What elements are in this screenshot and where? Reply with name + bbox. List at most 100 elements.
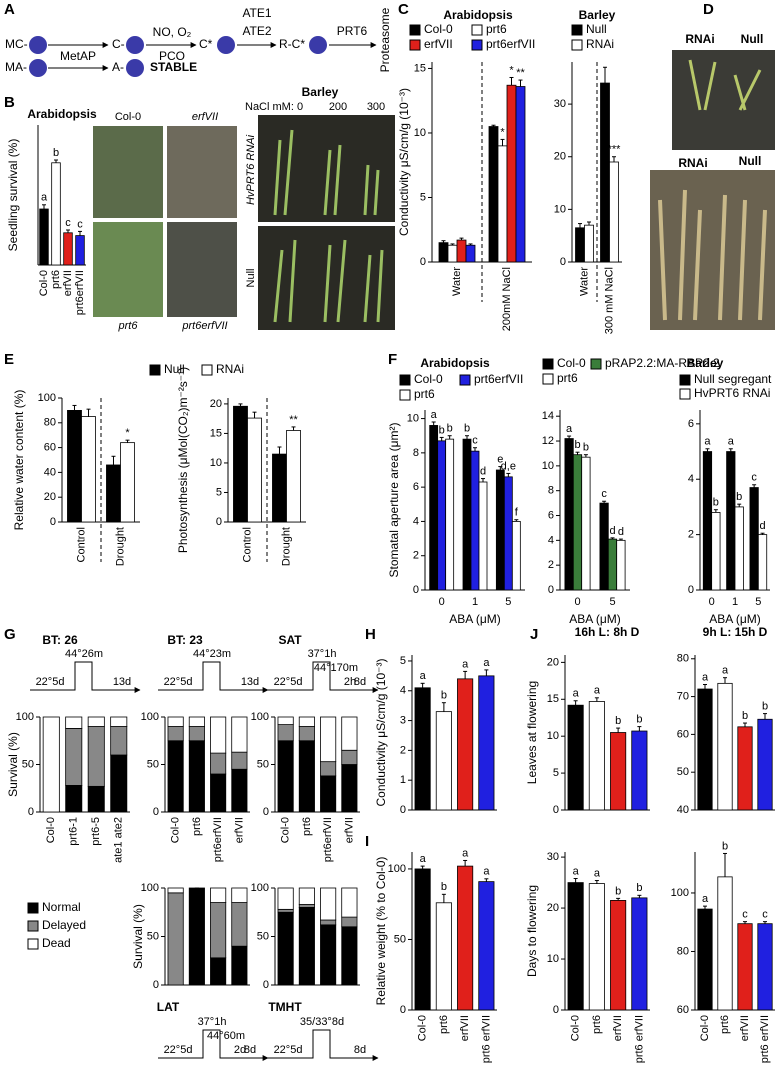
y-tick-label: 0: [420, 256, 426, 268]
bar: [737, 726, 753, 811]
y-tick-label: 30: [547, 851, 559, 863]
y-tick-label: 2: [548, 559, 554, 571]
treatment-label: 37°1h: [308, 648, 337, 660]
bar: [277, 724, 294, 742]
diagram-label: STABLE: [150, 60, 197, 74]
bar: [711, 512, 721, 591]
significance-label: b: [53, 147, 59, 159]
y-tick-label: 0: [153, 979, 159, 991]
legend-label: Null: [586, 22, 607, 36]
legend-label: Null: [164, 362, 185, 376]
bar: [599, 502, 609, 591]
y-tick-label: 5: [553, 767, 559, 779]
bar: [188, 726, 205, 742]
significance-label: a: [462, 847, 469, 859]
x-tick-label: Control: [241, 527, 253, 562]
y-tick-label: 0: [263, 806, 269, 818]
diagram-label: A-: [112, 60, 124, 74]
x-tick-label: prt6: [438, 1015, 450, 1034]
x-tick-label: erfVII: [739, 1015, 751, 1041]
bar: [167, 740, 184, 813]
bar: [87, 785, 105, 813]
protein-icon: [126, 36, 144, 54]
legend-swatch: [571, 24, 583, 36]
significance-label: a: [566, 423, 573, 435]
x-tick-label: prt6erfVII: [74, 270, 86, 315]
x-tick-label: Control: [75, 527, 87, 562]
pathway-diagram: MC- C- C* R-C* MA- A- STABLE MetAP NO, O…: [5, 6, 392, 77]
significance-label: d: [480, 465, 486, 477]
bar: [584, 224, 594, 263]
protein-icon: [217, 36, 235, 54]
chart-title: Arabidopsis: [443, 8, 513, 22]
x-tick-label: prt6 erfVII: [759, 1015, 771, 1063]
bar: [298, 907, 315, 986]
y-tick-label: 100: [251, 882, 269, 894]
x-tick-label: Drought: [114, 527, 126, 566]
significance-label: b: [722, 840, 728, 852]
panel-label: C: [398, 1, 409, 18]
bar: [210, 716, 227, 754]
bar: [726, 451, 736, 591]
significance-label: c: [762, 909, 768, 921]
chart-title: SAT: [278, 633, 302, 647]
bar: [437, 440, 447, 591]
bar: [341, 749, 358, 765]
bar: [87, 726, 105, 787]
chart-title: TMHT: [268, 1000, 302, 1014]
significance-label: ***: [608, 144, 622, 156]
significance-label: b: [615, 715, 621, 727]
legend-swatch: [590, 358, 602, 370]
photo-label: NaCl mM: 0: [245, 101, 303, 113]
x-tick-label: 5: [609, 596, 615, 608]
bar: [488, 126, 499, 263]
protein-icon: [29, 36, 47, 54]
bar: [42, 716, 60, 813]
significance-label: b: [441, 881, 447, 893]
y-tick-label: 50: [257, 758, 269, 770]
bar: [247, 417, 262, 523]
bar: [320, 919, 337, 926]
bar: [272, 453, 287, 523]
bar: [435, 902, 452, 1011]
bar: [231, 751, 248, 770]
y-tick-label: 0: [50, 516, 56, 528]
bar: [567, 882, 584, 1011]
legend-label: Null segregant: [694, 372, 772, 386]
bar: [167, 716, 184, 727]
bar: [231, 887, 248, 903]
photos-b: Arabidopsis Col-0 erfVII prt6 prt6erfVII…: [27, 85, 395, 332]
bar: [81, 416, 96, 523]
photo-label: RNAi: [685, 32, 714, 46]
y-tick-label: 2: [413, 550, 419, 562]
y-tick-label: 0: [263, 979, 269, 991]
bar: [610, 732, 627, 811]
x-axis-label: ABA (μM): [709, 612, 761, 626]
x-tick-label: 1: [732, 596, 738, 608]
bar: [298, 887, 315, 905]
bar: [588, 883, 605, 1011]
y-tick-label: 20: [210, 398, 222, 410]
bar: [749, 487, 759, 591]
bar: [277, 908, 294, 913]
bar: [616, 539, 626, 591]
legend-label: prt6: [486, 22, 507, 36]
bar: [447, 244, 458, 263]
y-tick-label: 0: [548, 584, 554, 596]
y-tick-label: 50: [394, 933, 406, 945]
legend-swatch: [471, 39, 483, 51]
legend-label: Delayed: [42, 918, 86, 932]
legend-label: HvPRT6 RNAi: [694, 386, 770, 400]
significance-label: *: [500, 126, 505, 138]
panel-label: A: [4, 1, 15, 18]
bar: [320, 924, 337, 986]
bar: [277, 911, 294, 986]
bar: [506, 84, 517, 263]
x-tick-label: Col-0: [570, 1015, 582, 1041]
significance-label: b: [615, 885, 621, 897]
bar: [110, 754, 128, 813]
significance-label: a: [594, 867, 601, 879]
y-tick-label: 0: [400, 1004, 406, 1016]
x-tick-label: erfVII: [62, 270, 74, 296]
bar: [575, 227, 585, 263]
